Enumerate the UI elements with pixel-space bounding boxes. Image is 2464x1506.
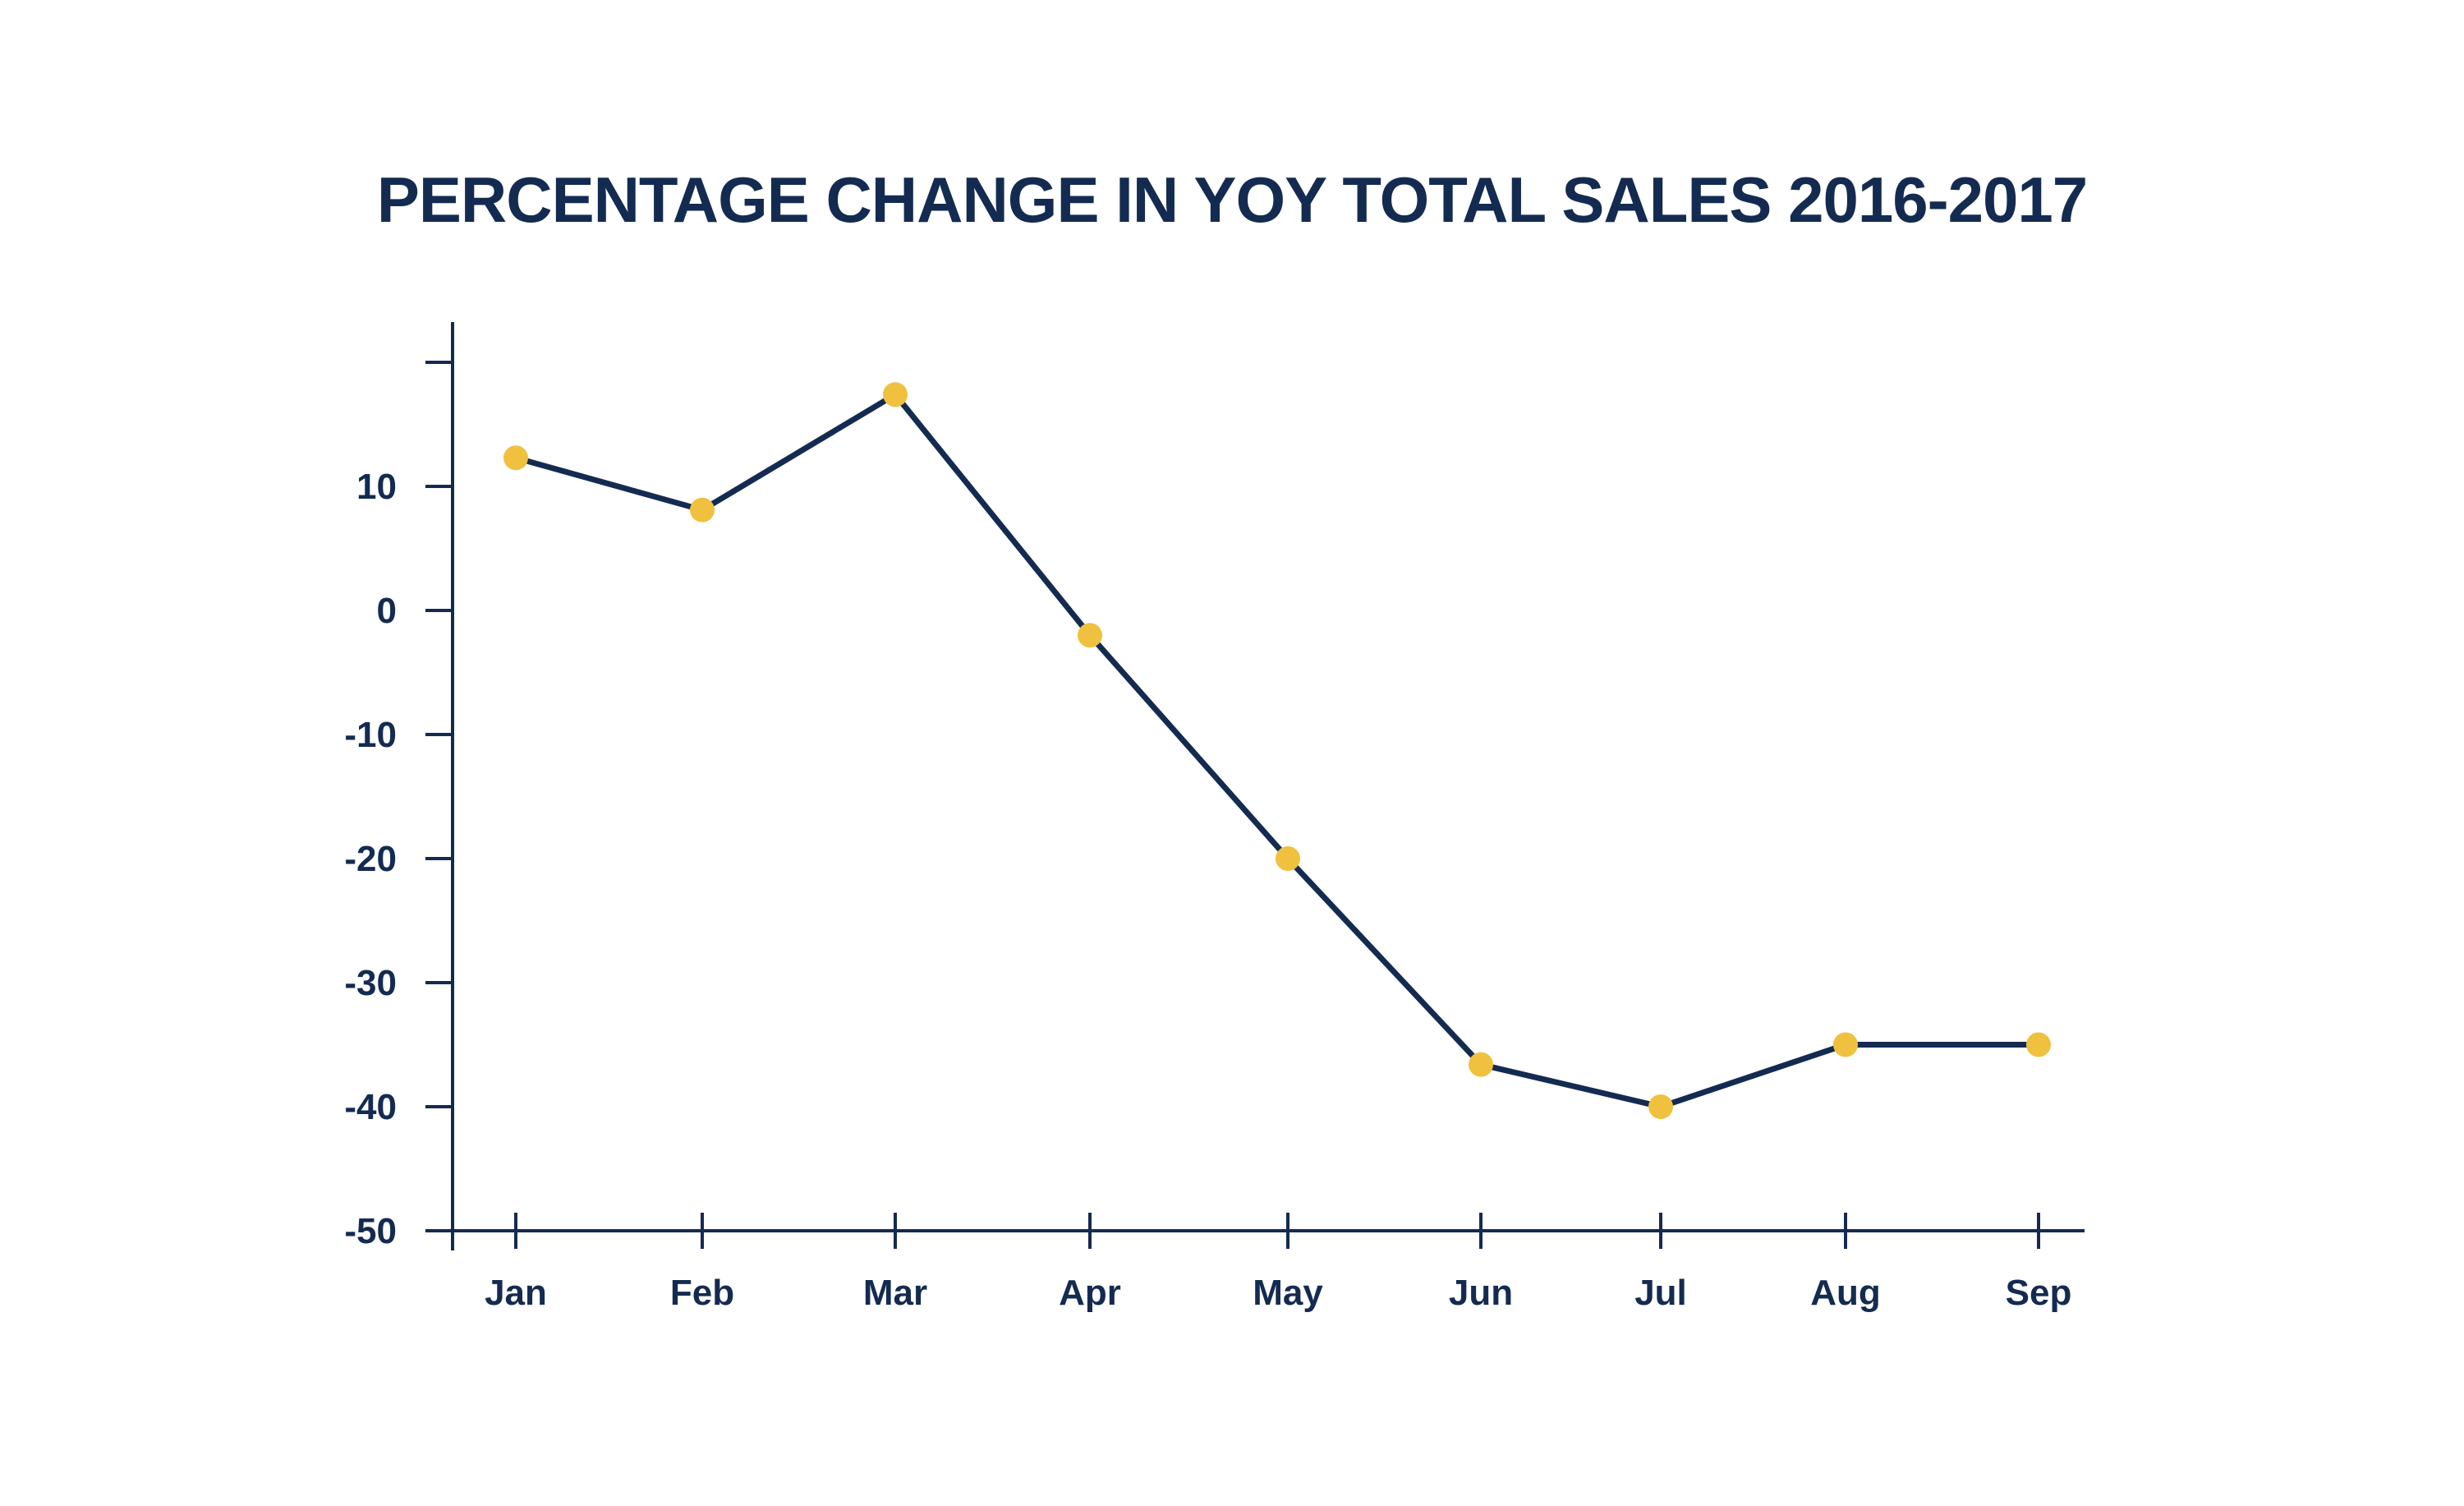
y-tick-label: -10 bbox=[344, 715, 397, 755]
x-tick-label: May bbox=[1253, 1273, 1323, 1313]
y-tick-label: -40 bbox=[344, 1087, 397, 1127]
data-points-group bbox=[503, 382, 2051, 1119]
data-point bbox=[503, 445, 528, 471]
data-point bbox=[1078, 623, 1102, 648]
y-tick-label: 0 bbox=[377, 591, 397, 631]
data-point bbox=[1469, 1052, 1493, 1077]
y-tick-label: -50 bbox=[344, 1211, 397, 1251]
axes bbox=[425, 322, 2085, 1250]
chart-title: PERCENTAGE CHANGE IN YOY TOTAL SALES 201… bbox=[376, 163, 2088, 236]
y-tick-label: -20 bbox=[344, 839, 397, 879]
data-point bbox=[1276, 846, 1300, 871]
x-tick-label: Apr bbox=[1059, 1273, 1121, 1313]
x-tick-label: Feb bbox=[670, 1273, 734, 1313]
y-tick-label: -30 bbox=[344, 963, 397, 1003]
data-point bbox=[1648, 1094, 1673, 1119]
x-tick-label: Jan bbox=[485, 1273, 547, 1313]
y-tick-label: 10 bbox=[356, 467, 397, 507]
x-tick-label: Jul bbox=[1634, 1273, 1687, 1313]
x-tick-label: Sep bbox=[2006, 1273, 2072, 1313]
data-point bbox=[2026, 1032, 2051, 1057]
series-line-group bbox=[513, 391, 2042, 1110]
data-point bbox=[1833, 1032, 1858, 1057]
series-line bbox=[513, 391, 2042, 1110]
x-tick-label: Jun bbox=[1449, 1273, 1513, 1313]
data-point bbox=[883, 382, 908, 408]
x-tick-label: Aug bbox=[1810, 1273, 1881, 1313]
x-tick-label: Mar bbox=[863, 1273, 927, 1313]
tick-labels-group: 10 0 -10 -20 -30 -40 -50 Jan Feb Mar Apr May Jun Jul A… bbox=[344, 467, 2071, 1313]
data-point bbox=[690, 497, 715, 523]
